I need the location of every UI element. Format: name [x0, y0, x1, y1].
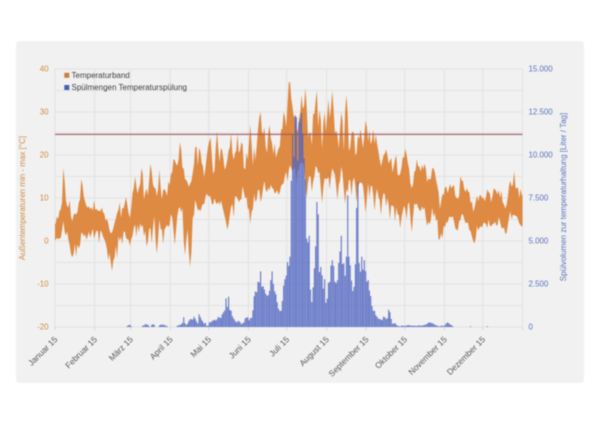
- svg-text:7.500: 7.500: [529, 194, 549, 203]
- svg-text:12.500: 12.500: [529, 108, 554, 117]
- svg-text:20: 20: [40, 151, 49, 160]
- svg-text:Außentemperaturen min - max [°: Außentemperaturen min - max [°C]: [18, 136, 27, 260]
- svg-text:0: 0: [44, 237, 49, 246]
- svg-text:Spülvolumen zur temperaturhalt: Spülvolumen zur temperaturhaltung [Liter…: [559, 113, 568, 281]
- svg-text:10.000: 10.000: [529, 151, 554, 160]
- svg-text:5.000: 5.000: [529, 237, 549, 246]
- svg-text:Spülmengen Temperaturspülung: Spülmengen Temperaturspülung: [72, 83, 187, 92]
- svg-text:-10: -10: [37, 280, 49, 289]
- svg-text:Temperaturband: Temperaturband: [72, 71, 130, 80]
- svg-text:0: 0: [529, 323, 534, 332]
- svg-text:2.500: 2.500: [529, 280, 549, 289]
- svg-text:15.000: 15.000: [529, 65, 554, 74]
- svg-text:-20: -20: [37, 323, 49, 332]
- svg-text:10: 10: [40, 194, 49, 203]
- svg-text:30: 30: [40, 108, 49, 117]
- svg-text:40: 40: [40, 65, 49, 74]
